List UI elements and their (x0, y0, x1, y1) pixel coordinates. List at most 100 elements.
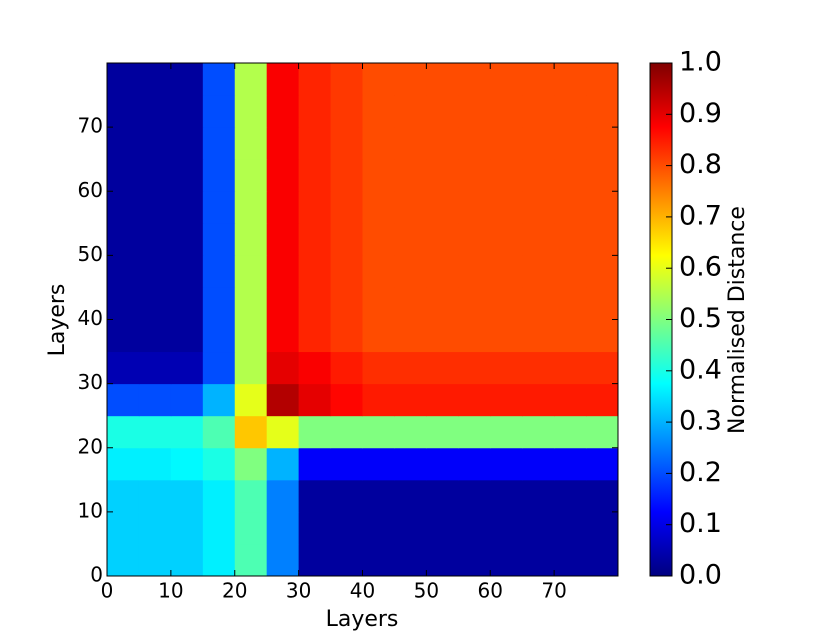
heatmap-cell (458, 511, 491, 545)
heatmap-cell (586, 127, 619, 160)
colorbar-tick-label: 0.8 (679, 149, 722, 180)
heatmap-cell (458, 543, 491, 577)
heatmap-cell (170, 95, 204, 128)
heatmap-cell (202, 63, 236, 96)
heatmap-cell (298, 223, 332, 256)
heatmap-cell (107, 319, 140, 353)
heatmap-cell (298, 159, 332, 192)
heatmap-cell (266, 159, 300, 192)
heatmap-cell (138, 95, 172, 128)
x-tick-label: 30 (286, 579, 311, 603)
y-tick-label: 40 (78, 306, 103, 330)
heatmap-cell (330, 511, 363, 545)
heatmap-cell (362, 63, 395, 96)
heatmap-cell (522, 383, 555, 417)
heatmap-cell (234, 255, 268, 288)
heatmap-cell (202, 287, 236, 320)
heatmap-cell (107, 255, 140, 288)
heatmap-cell (330, 447, 363, 481)
heatmap-cell (234, 319, 268, 353)
colorbar-tick-label: 0.7 (679, 200, 722, 231)
heatmap-cell (554, 447, 587, 481)
heatmap-cell (330, 191, 363, 224)
heatmap-cell (554, 255, 587, 288)
heatmap-cell (458, 351, 491, 385)
heatmap-cell (234, 191, 268, 224)
heatmap-cell (490, 127, 523, 160)
heatmap-cell (522, 351, 555, 385)
heatmap-cell (426, 415, 459, 449)
heatmap-cell (266, 383, 300, 417)
heatmap-cell (170, 479, 204, 513)
heatmap-cell (298, 511, 332, 545)
colorbar-tick-label: 0.5 (679, 303, 722, 334)
heatmap-cell (170, 127, 204, 160)
heatmap-cell (426, 63, 459, 96)
heatmap-cell (586, 511, 619, 545)
heatmap-cell (586, 479, 619, 513)
heatmap-cell (298, 415, 332, 449)
heatmap-cell (522, 63, 555, 96)
heatmap-cell (362, 319, 395, 353)
colorbar-tick-label: 0.6 (679, 252, 722, 283)
heatmap-cell (554, 383, 587, 417)
heatmap-cell (554, 543, 587, 577)
heatmap-cell (586, 223, 619, 256)
heatmap-cell (234, 63, 268, 96)
heatmap-cell (107, 127, 140, 160)
heatmap-cell (586, 383, 619, 417)
heatmap-cell (586, 543, 619, 577)
x-tick-label: 70 (541, 579, 566, 603)
heatmap-cell (202, 191, 236, 224)
heatmap-cell (234, 351, 268, 385)
heatmap-cell (362, 415, 395, 449)
heatmap-cell (234, 383, 268, 417)
heatmap-cell (266, 63, 300, 96)
heatmap-cell (266, 543, 300, 577)
heatmap-cell (330, 319, 363, 353)
colorbar-tick-label: 0.3 (679, 406, 722, 437)
heatmap-cell (138, 223, 172, 256)
heatmap-cell (170, 223, 204, 256)
heatmap-cell (458, 159, 491, 192)
heatmap-cell (107, 511, 140, 545)
heatmap-cell (330, 479, 363, 513)
heatmap-cell (107, 479, 140, 513)
heatmap-cell (394, 511, 427, 545)
y-tick-label: 20 (78, 434, 103, 458)
heatmap-cell (458, 287, 491, 320)
heatmap-cell (426, 255, 459, 288)
heatmap-cell (586, 319, 619, 353)
heatmap-cell (107, 351, 140, 385)
heatmap-cell (554, 95, 587, 128)
heatmap-cell (362, 287, 395, 320)
heatmap-cell (107, 415, 140, 449)
heatmap-cell (586, 351, 619, 385)
heatmap-cell (586, 255, 619, 288)
heatmap-cell (330, 127, 363, 160)
heatmap-cell (426, 159, 459, 192)
heatmap-cell (138, 351, 172, 385)
heatmap-cell (522, 511, 555, 545)
heatmap-cell (298, 319, 332, 353)
heatmap-cell (107, 543, 140, 577)
heatmap-cell (138, 287, 172, 320)
heatmap-cell (458, 63, 491, 96)
heatmap-cell (107, 447, 140, 481)
heatmap-cell (458, 191, 491, 224)
heatmap-cell (586, 447, 619, 481)
heatmap-cell (298, 287, 332, 320)
heatmap-cell (426, 543, 459, 577)
heatmap-cell (522, 415, 555, 449)
heatmap-cell (298, 479, 332, 513)
heatmap-cell (490, 319, 523, 353)
heatmap-cell (522, 479, 555, 513)
heatmap-cell (107, 191, 140, 224)
heatmap-cell (362, 511, 395, 545)
heatmap-cell (202, 543, 236, 577)
x-tick-label: 0 (101, 579, 114, 603)
heatmap-cell (426, 223, 459, 256)
heatmap-cell (394, 95, 427, 128)
heatmap-cell (426, 95, 459, 128)
